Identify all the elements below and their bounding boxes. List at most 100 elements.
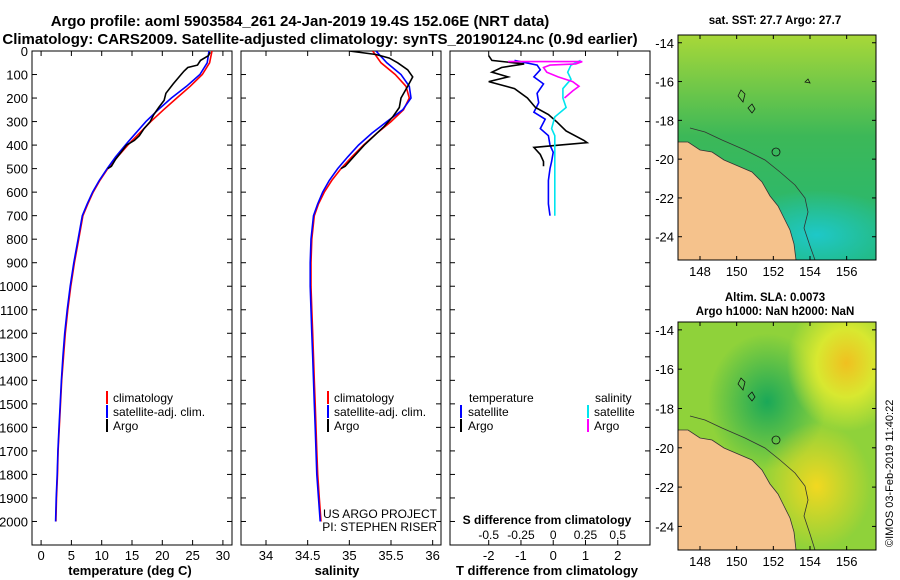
depth-tick-label: 1800: [0, 467, 28, 482]
depth-tick-label: 1200: [0, 326, 28, 341]
legend-label-argo: Argo: [334, 419, 360, 433]
salinity-legend: climatology satellite-adj. clim. Argo: [328, 391, 426, 433]
x-tick-label: 0: [550, 548, 557, 563]
s-difference-ticks: -0.5 -0.25 0 0.25 0.5: [478, 528, 626, 542]
s-tick-label: 0: [550, 528, 557, 542]
difference-xlabel: T difference from climatology: [456, 563, 639, 578]
depth-tick-label: 1300: [0, 350, 28, 365]
depth-tick-label: 1100: [0, 303, 28, 318]
x-tick-label: 1: [582, 548, 589, 563]
x-tick-label: 34: [259, 548, 273, 563]
salinity-xlabel: salinity: [315, 563, 361, 578]
lon-tick-label: 150: [726, 264, 748, 279]
depth-tick-label: 500: [6, 162, 28, 177]
series-line-climatology: [56, 51, 212, 522]
temperature-panel-frame: [32, 51, 232, 545]
legend-label-satellite-adj: satellite-adj. clim.: [334, 405, 426, 419]
x-tick-label: 15: [125, 548, 139, 563]
depth-tick-label: 1000: [0, 279, 28, 294]
sla-map-title-line2: Argo h1000: NaN h2000: NaN: [696, 306, 855, 318]
legend-label-satellite-adj: satellite-adj. clim.: [113, 405, 205, 419]
depth-tick-label: 800: [6, 232, 28, 247]
salinity-curves: [310, 51, 413, 522]
s-tick-label: 0.25: [574, 528, 598, 542]
depth-tick-label: 100: [6, 68, 28, 83]
lon-tick-label: 148: [689, 554, 711, 569]
depth-tick-label: 600: [6, 185, 28, 200]
x-tick-label: -1: [515, 548, 527, 563]
series-line-satellite-adj-clim-: [56, 51, 209, 522]
x-tick-label: 30: [216, 548, 230, 563]
legend-label-climatology: climatology: [113, 391, 173, 405]
x-tick-label: 10: [94, 548, 108, 563]
lat-tick-label: -22: [655, 191, 674, 206]
lat-tick-label: -16: [655, 362, 674, 377]
depth-tick-label: 1900: [0, 491, 28, 506]
depth-axis: 0100200300400500600700800900100011001200…: [0, 44, 28, 529]
s-difference-label: S difference from climatology: [463, 513, 632, 527]
lat-tick-label: -14: [655, 323, 674, 338]
x-tick-label: -2: [483, 548, 495, 563]
temperature-x-ticks: 051015202530: [37, 51, 230, 563]
lat-tick-label: -20: [655, 441, 674, 456]
depth-tick-label: 1600: [0, 420, 28, 435]
lat-tick-label: -20: [655, 152, 674, 167]
lon-tick-label: 148: [689, 264, 711, 279]
x-tick-label: 20: [155, 548, 169, 563]
depth-tick-label: 400: [6, 138, 28, 153]
x-tick-label: 36: [425, 548, 439, 563]
lon-tick-label: 152: [762, 554, 784, 569]
legend-label-sal-satellite: satellite: [594, 405, 635, 419]
sla-map-title-line1: Altim. SLA: 0.0073: [725, 292, 825, 304]
depth-tick-label: 300: [6, 115, 28, 130]
sst-map-title: sat. SST: 27.7 Argo: 27.7: [709, 15, 842, 27]
depth-tick-label: 2000: [0, 514, 28, 529]
legend-label-temp-argo: Argo: [468, 419, 494, 433]
lat-tick-label: -18: [655, 113, 674, 128]
sst-map: [678, 35, 876, 260]
s-tick-label: 0.5: [609, 528, 626, 542]
lat-tick-label: -18: [655, 401, 674, 416]
credit-pi: PI: STEPHEN RISER: [322, 520, 437, 534]
lon-tick-label: 152: [762, 264, 784, 279]
legend-label-sal-argo: Argo: [594, 419, 620, 433]
lon-tick-label: 154: [799, 554, 821, 569]
depth-tick-label: 200: [6, 91, 28, 106]
salinity-x-ticks: 34 34.5 35 35.5 36: [259, 51, 440, 563]
series-line-satellite-adj-clim-: [310, 51, 411, 522]
depth-tick-label: 1700: [0, 444, 28, 459]
s-tick-label: -0.25: [507, 528, 535, 542]
temperature-legend: climatology satellite-adj. clim. Argo: [107, 391, 205, 433]
x-tick-label: 25: [185, 548, 199, 563]
s-tick-label: -0.5: [478, 528, 499, 542]
depth-tick-label: 0: [21, 44, 28, 59]
legend-label-climatology: climatology: [334, 391, 394, 405]
imos-watermark: ©IMOS 03-Feb-2019 11:40:22: [884, 400, 896, 547]
legend-label-argo: Argo: [113, 419, 139, 433]
depth-tick-label: 1500: [0, 397, 28, 412]
x-tick-label: 0: [37, 548, 44, 563]
lon-tick-label: 154: [799, 264, 821, 279]
legend-label-temp-satellite: satellite: [468, 405, 509, 419]
temperature-curves: [56, 51, 212, 522]
x-tick-label: 34.5: [295, 548, 320, 563]
lon-tick-label: 156: [836, 554, 858, 569]
x-tick-label: 2: [614, 548, 621, 563]
lat-tick-label: -22: [655, 480, 674, 495]
x-tick-label: 35: [342, 548, 356, 563]
legend-title-salinity: salinity: [595, 391, 632, 405]
series-line-temperature-satellite: [515, 60, 554, 215]
argo-profile-figure: Argo profile: aoml 5903584_261 24-Jan-20…: [0, 0, 900, 580]
lat-tick-label: -14: [655, 36, 674, 51]
difference-panel-frame: [450, 51, 650, 545]
x-tick-label: 35.5: [378, 548, 403, 563]
depth-tick-label: 1400: [0, 373, 28, 388]
lat-tick-label: -24: [655, 519, 674, 534]
depth-tick-label: 900: [6, 256, 28, 271]
temperature-xlabel: temperature (deg C): [68, 563, 192, 578]
figure-title-line2: Climatology: CARS2009. Satellite-adjuste…: [2, 31, 637, 48]
lon-tick-label: 156: [836, 264, 858, 279]
credit-project: US ARGO PROJECT: [323, 507, 438, 521]
difference-legend: temperature salinity satellite Argo sate…: [461, 391, 635, 433]
sla-map: [678, 322, 876, 550]
